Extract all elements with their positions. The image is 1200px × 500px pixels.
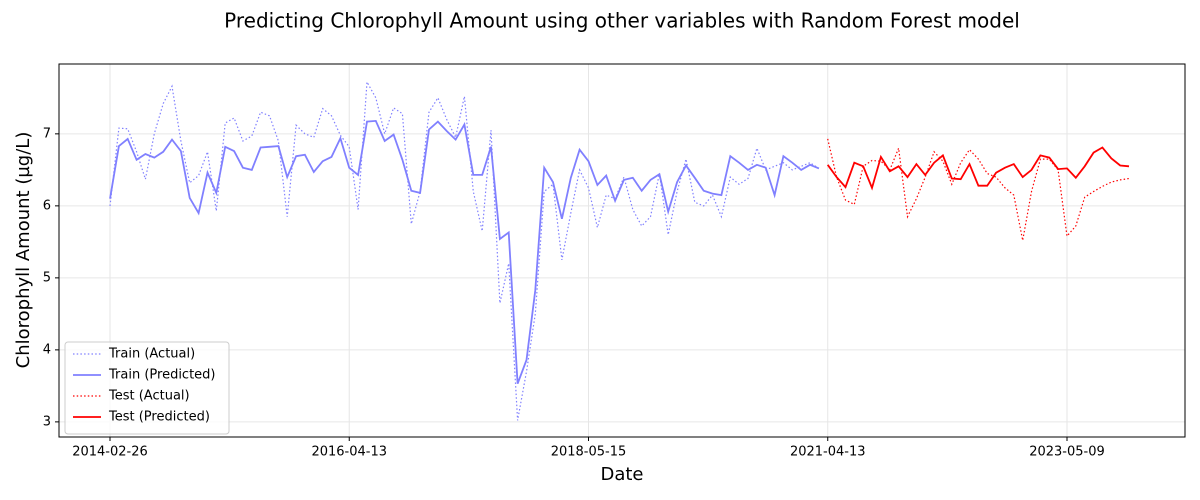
y-tick-label: 5 xyxy=(43,270,51,285)
x-tick-label: 2014-02-26 xyxy=(72,445,148,460)
series-line xyxy=(827,138,1130,241)
legend-label: Test (Actual) xyxy=(108,389,190,404)
y-tick-label: 6 xyxy=(43,198,51,213)
x-tick-label: 2023-05-09 xyxy=(1029,445,1105,460)
legend-box xyxy=(64,341,230,435)
chart-title: Predicting Chlorophyll Amount using othe… xyxy=(224,9,1020,33)
series-line xyxy=(109,79,820,421)
y-tick-label: 4 xyxy=(43,342,51,357)
legend-label: Test (Predicted) xyxy=(108,410,210,425)
y-tick-label: 7 xyxy=(43,126,51,141)
x-tick-label: 2016-04-13 xyxy=(311,445,387,460)
series-line xyxy=(826,146,1130,191)
x-tick-label: 2021-04-13 xyxy=(790,445,866,460)
x-tick-label: 2018-05-15 xyxy=(551,445,627,460)
legend-label: Train (Predicted) xyxy=(108,368,216,383)
series-line xyxy=(109,119,820,385)
legend-label: Train (Actual) xyxy=(108,347,195,362)
plot-frame xyxy=(58,63,1186,438)
y-tick-label: 3 xyxy=(43,414,51,429)
y-axis-label: Chlorophyll Amount (µg/L) xyxy=(13,132,34,369)
x-axis-label: Date xyxy=(600,464,643,485)
